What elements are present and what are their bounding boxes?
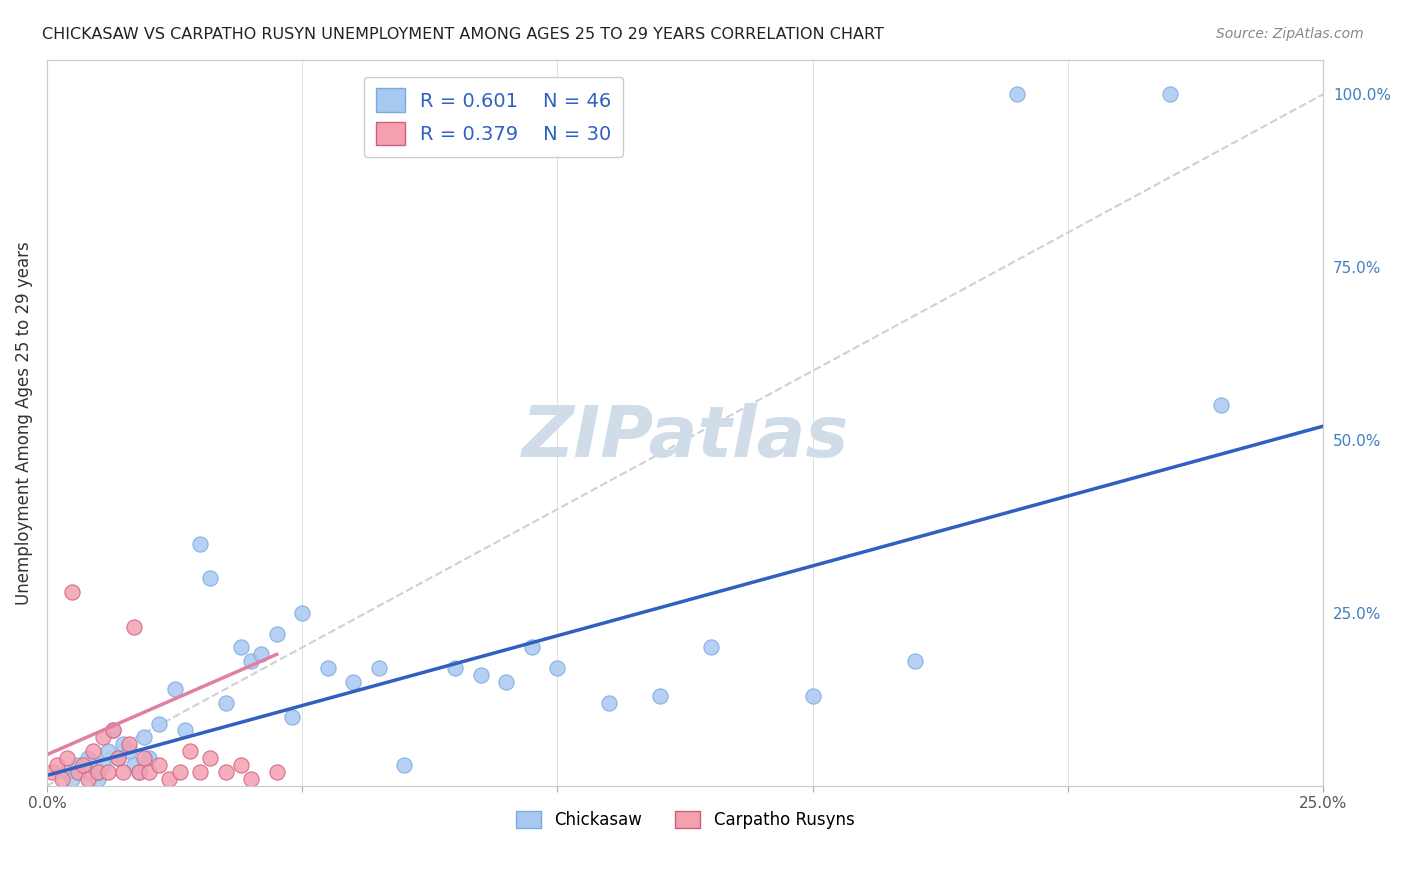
- Point: [1211, 398, 1233, 412]
- Point: [546, 661, 568, 675]
- Point: [46, 758, 69, 772]
- Point: [1159, 87, 1181, 102]
- Point: [51, 772, 73, 786]
- Point: [214, 696, 236, 710]
- Point: [112, 737, 135, 751]
- Point: [122, 758, 145, 772]
- Point: [122, 620, 145, 634]
- Point: [240, 654, 263, 668]
- Point: [128, 764, 150, 779]
- Point: [229, 640, 252, 655]
- Point: [214, 764, 236, 779]
- Point: [520, 640, 543, 655]
- Point: [316, 661, 339, 675]
- Point: [87, 764, 110, 779]
- Point: [495, 675, 517, 690]
- Point: [62, 772, 84, 786]
- Point: [56, 764, 79, 779]
- Point: [107, 751, 129, 765]
- Point: [76, 751, 98, 765]
- Point: [188, 764, 211, 779]
- Point: [342, 675, 364, 690]
- Point: [72, 758, 94, 772]
- Point: [76, 772, 98, 786]
- Point: [112, 764, 135, 779]
- Point: [128, 764, 150, 779]
- Point: [91, 731, 114, 745]
- Point: [41, 764, 63, 779]
- Point: [117, 737, 139, 751]
- Point: [699, 640, 721, 655]
- Point: [103, 723, 125, 738]
- Point: [97, 764, 120, 779]
- Point: [132, 731, 155, 745]
- Point: [66, 764, 89, 779]
- Legend: Chickasaw, Carpatho Rusyns: Chickasaw, Carpatho Rusyns: [509, 804, 860, 836]
- Point: [56, 751, 79, 765]
- Point: [266, 626, 288, 640]
- Point: [82, 744, 104, 758]
- Point: [229, 758, 252, 772]
- Text: ZIPatlas: ZIPatlas: [522, 402, 849, 472]
- Point: [200, 751, 222, 765]
- Point: [598, 696, 620, 710]
- Point: [117, 744, 139, 758]
- Point: [138, 764, 160, 779]
- Point: [173, 723, 195, 738]
- Point: [91, 758, 114, 772]
- Point: [97, 744, 120, 758]
- Point: [470, 668, 492, 682]
- Y-axis label: Unemployment Among Ages 25 to 29 years: Unemployment Among Ages 25 to 29 years: [15, 241, 32, 605]
- Point: [291, 606, 314, 620]
- Point: [157, 772, 180, 786]
- Point: [87, 764, 110, 779]
- Text: Source: ZipAtlas.com: Source: ZipAtlas.com: [1216, 27, 1364, 41]
- Point: [394, 758, 416, 772]
- Point: [179, 744, 201, 758]
- Point: [281, 709, 304, 723]
- Point: [1005, 87, 1028, 102]
- Point: [148, 716, 170, 731]
- Point: [801, 689, 824, 703]
- Point: [87, 772, 110, 786]
- Point: [240, 772, 263, 786]
- Point: [163, 681, 186, 696]
- Point: [188, 537, 211, 551]
- Point: [904, 654, 927, 668]
- Point: [169, 764, 191, 779]
- Point: [367, 661, 389, 675]
- Point: [107, 751, 129, 765]
- Point: [62, 585, 84, 599]
- Point: [148, 758, 170, 772]
- Text: CHICKASAW VS CARPATHO RUSYN UNEMPLOYMENT AMONG AGES 25 TO 29 YEARS CORRELATION C: CHICKASAW VS CARPATHO RUSYN UNEMPLOYMENT…: [42, 27, 884, 42]
- Point: [132, 751, 155, 765]
- Point: [266, 764, 288, 779]
- Point: [138, 751, 160, 765]
- Point: [250, 648, 273, 662]
- Point: [103, 723, 125, 738]
- Point: [648, 689, 671, 703]
- Point: [66, 758, 89, 772]
- Point: [200, 571, 222, 585]
- Point: [444, 661, 467, 675]
- Point: [76, 764, 98, 779]
